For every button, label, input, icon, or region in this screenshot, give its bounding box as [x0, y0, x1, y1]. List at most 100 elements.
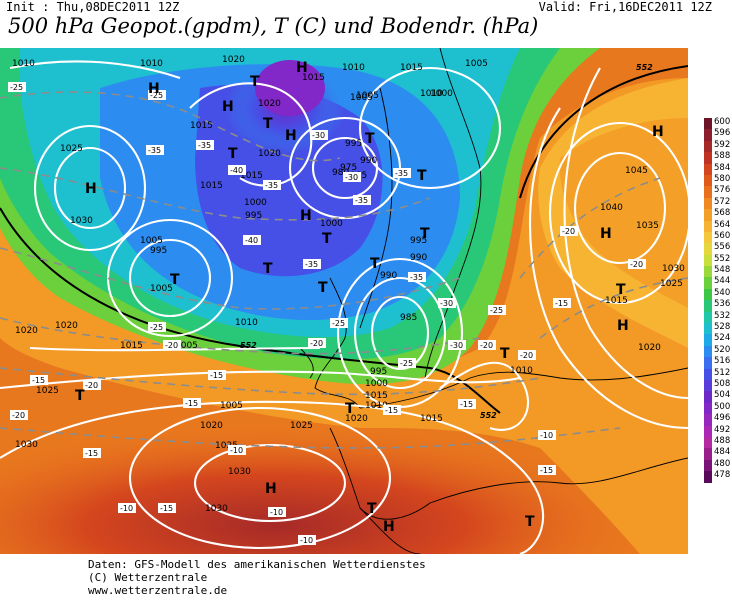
temperature-label-group: -20 — [83, 380, 101, 390]
temperature-label: -35 — [410, 273, 423, 282]
scale-label: 504 — [714, 390, 731, 401]
isobar-1010-north — [9, 60, 181, 79]
isobar-1025-high — [128, 406, 392, 550]
scale-swatch — [704, 391, 712, 403]
pressure-label: 1030 — [205, 504, 228, 514]
scale-label: 512 — [714, 367, 731, 378]
high-pressure-marker: H — [300, 208, 312, 224]
pressure-label: 990 — [410, 253, 427, 263]
footer-url: www.wetterzentrale.de — [88, 584, 228, 597]
scale-swatch — [704, 186, 712, 198]
low-pressure-marker: T — [370, 256, 380, 272]
scale-label: 492 — [714, 424, 731, 435]
pressure-label: 1005 — [350, 93, 373, 103]
temperature-label-group: -35 — [353, 195, 371, 205]
low-pressure-marker: T — [263, 261, 273, 277]
temperature-label-group: -15 — [458, 399, 476, 409]
isobar-1025-west — [33, 124, 147, 252]
high-pressure-marker: H — [265, 481, 277, 497]
scale-label: 556 — [714, 242, 731, 253]
pressure-label: 1000 — [430, 89, 453, 99]
high-pressure-marker: H — [296, 60, 308, 76]
isotherm-20 — [0, 317, 481, 355]
scale-label: 524 — [714, 333, 731, 344]
temperature-label-bg — [518, 350, 536, 360]
temperature-label: -15 — [385, 406, 398, 415]
pressure-label: 1010 — [365, 401, 388, 411]
scale-row: 528 — [704, 322, 732, 335]
scale-row: 478 — [704, 470, 732, 483]
isobar-1005-north — [358, 66, 502, 190]
pressure-label: 1015 — [240, 171, 263, 181]
scale-label: 540 — [714, 287, 731, 298]
scale-label: 596 — [714, 128, 731, 139]
temperature-label-bg — [83, 448, 101, 458]
temperature-label-bg — [10, 410, 28, 420]
pressure-label: 1015 — [120, 341, 143, 351]
pressure-label: 1005 — [356, 91, 379, 101]
temperature-label: -20 — [480, 341, 493, 350]
temperature-label-group: -35 — [303, 259, 321, 269]
scale-row: 568 — [704, 208, 732, 221]
pressure-label: 1015 — [200, 181, 223, 191]
pressure-label: 995 — [410, 236, 427, 246]
temperature-label: -20 — [310, 339, 323, 348]
scale-row: 560 — [704, 231, 732, 244]
pressure-label: 1010 — [342, 63, 365, 73]
scale-row: 492 — [704, 424, 732, 437]
pressure-label: 1030 — [70, 216, 93, 226]
high-pressure-marker: H — [222, 99, 234, 115]
temperature-label-bg — [148, 90, 166, 100]
temperature-label-group: -15 — [158, 503, 176, 513]
pressure-label: 1000 — [365, 379, 388, 389]
temperature-label: -35 — [395, 169, 408, 178]
scale-row: 556 — [704, 242, 732, 255]
pressure-label: 1030 — [228, 467, 251, 477]
temperature-label-group: -15 — [83, 448, 101, 458]
temperature-label: -30 — [312, 131, 325, 140]
scale-row: 588 — [704, 151, 732, 164]
temperature-label-bg — [303, 259, 321, 269]
temperature-label: -35 — [355, 196, 368, 205]
pressure-label: 1020 — [345, 414, 368, 424]
temperature-label-group: -15 — [538, 465, 556, 475]
temperature-label: -15 — [555, 299, 568, 308]
scale-label: 588 — [714, 151, 731, 162]
scale-swatch — [704, 152, 712, 164]
scale-swatch — [704, 402, 712, 415]
isobar-1035-east — [563, 67, 688, 400]
temperature-label: -20 — [12, 411, 25, 420]
temperature-label-group: -15 — [183, 398, 201, 408]
isotherm-east-15 — [539, 277, 688, 339]
isotherm-25 — [0, 247, 461, 310]
temperature-label-bg — [148, 322, 166, 332]
scale-row: 552 — [704, 254, 732, 267]
high-pressure-marker: H — [617, 318, 629, 334]
scale-row: 520 — [704, 345, 732, 358]
pressure-label: 1015 — [420, 414, 443, 424]
pressure-label: 1025 — [660, 279, 683, 289]
pressure-label: 1015 — [190, 121, 213, 131]
scale-row: 576 — [704, 185, 732, 198]
temperature-label-bg — [560, 226, 578, 236]
temperature-label-group: -20 — [560, 226, 578, 236]
scale-label: 572 — [714, 196, 731, 207]
pressure-label: 1005 — [220, 401, 243, 411]
temperature-label-group: -20 — [308, 338, 326, 348]
pressure-label: 1020 — [258, 149, 281, 159]
scale-row: 544 — [704, 276, 732, 289]
temperature-label-group: -20 — [10, 410, 28, 420]
pressure-label: 1025 — [60, 144, 83, 154]
temperature-label: -10 — [300, 536, 313, 545]
temperature-label: -20 — [562, 227, 575, 236]
isobar-1040-east — [548, 121, 688, 305]
temperature-label-group: -10 — [268, 507, 286, 517]
coast-mediterranean — [429, 457, 688, 504]
temperature-label: -15 — [32, 376, 45, 385]
temperature-label-group: -20 — [518, 350, 536, 360]
temperature-label: -25 — [150, 323, 163, 332]
temperature-label: -15 — [540, 466, 553, 475]
scale-row: 596 — [704, 128, 732, 141]
scale-row: 496 — [704, 413, 732, 426]
